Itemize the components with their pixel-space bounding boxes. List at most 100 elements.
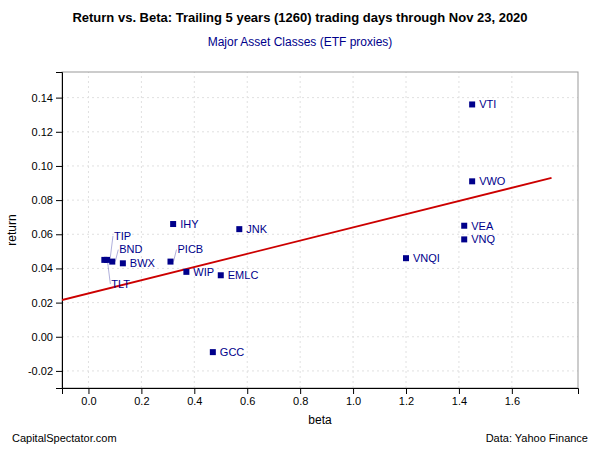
tick: 0.2 — [134, 388, 149, 407]
point-label: GCC — [220, 346, 245, 358]
x-axis-title: beta — [308, 413, 332, 427]
label-leader — [173, 250, 176, 262]
tick-mark — [56, 200, 62, 201]
tick: 0.6 — [240, 388, 255, 407]
tick-label: 0.0 — [81, 395, 96, 407]
point — [170, 221, 176, 227]
tick-label: 0.8 — [293, 395, 308, 407]
point-label: PICB — [177, 243, 203, 255]
point — [167, 259, 173, 265]
regression-line — [62, 178, 552, 300]
tick-mark — [512, 388, 513, 394]
tick: 0.8 — [293, 388, 308, 407]
tick: 0.06 — [32, 228, 62, 240]
tick: 0.04 — [32, 262, 62, 274]
point-label: VNQI — [413, 252, 440, 264]
point-label: WIP — [193, 266, 214, 278]
tick-mark — [247, 388, 248, 394]
tick-label: 0.04 — [32, 262, 53, 274]
tick-mark — [406, 388, 407, 394]
tick-label: 0.10 — [32, 160, 53, 172]
point — [101, 257, 107, 263]
tick: 1.0 — [346, 388, 361, 407]
tick-label: 0.2 — [134, 395, 149, 407]
tick-mark — [353, 388, 354, 394]
tick-label: 1.4 — [452, 395, 467, 407]
tick: 0.0 — [81, 388, 96, 407]
tick: -0.02 — [28, 365, 62, 377]
tick: 0.12 — [32, 126, 62, 138]
grid-line-x — [300, 72, 301, 388]
tick-label: 1.0 — [346, 395, 361, 407]
tick: 0.08 — [32, 194, 62, 206]
grid-line-x — [141, 72, 142, 388]
point-label: TIP — [114, 230, 131, 242]
point-label: VNQ — [471, 233, 495, 245]
point-labels: VTIVWOVEAVNQVNQIJNKIHYEMLCGCCWIPPICBBWXB… — [111, 98, 506, 358]
tick-label: 0.02 — [32, 297, 53, 309]
chart: 0.0 0.2 0.4 0.6 0.8 1.0 1.2 1.4 1.6 -0.02 0.00 0.02… — [0, 0, 600, 450]
subtitle: Major Asset Classes (ETF proxies) — [208, 35, 393, 49]
grid-line-y — [62, 302, 578, 303]
grid-line-y — [62, 200, 578, 201]
point-label: EMLC — [228, 269, 259, 281]
grid-line-x — [406, 72, 407, 388]
point — [120, 260, 126, 266]
grid-line-y — [62, 131, 578, 132]
point — [183, 269, 189, 275]
point-label: VTI — [479, 98, 496, 110]
point — [469, 178, 475, 184]
grid-line-y — [62, 336, 578, 337]
grid-line-x — [511, 72, 512, 388]
tick-mark — [88, 388, 89, 394]
label-leader — [110, 236, 113, 260]
grid — [62, 72, 578, 388]
label-leader — [115, 250, 118, 262]
tick-mark — [56, 337, 62, 338]
grid-line-x — [458, 72, 459, 388]
grid-line-y — [62, 370, 578, 371]
grid-line-y — [62, 97, 578, 98]
tick-label: 0.00 — [32, 331, 53, 343]
tick-mark — [56, 371, 62, 372]
tick: 1.6 — [505, 388, 520, 407]
tick: 0.10 — [32, 160, 62, 172]
point-label: IHY — [180, 218, 199, 230]
grid-line-x — [194, 72, 195, 388]
x-axis: 0.0 0.2 0.4 0.6 0.8 1.0 1.2 1.4 1.6 — [63, 388, 579, 407]
footer: Data: Yahoo Finance — [486, 432, 588, 444]
tick: 0.4 — [187, 388, 202, 407]
y-axis: -0.02 0.00 0.02 0.04 0.06 0.08 0.10 0.12 0.14 — [28, 73, 63, 389]
point-label: TLT — [111, 278, 130, 290]
tick-mark — [56, 303, 62, 304]
plot-frame — [62, 72, 578, 388]
y-axis-title: return — [5, 214, 19, 245]
plot-area — [62, 101, 552, 355]
label-leader — [107, 260, 110, 284]
tick-label: 1.2 — [399, 395, 414, 407]
tick: 0.00 — [32, 331, 62, 343]
point — [461, 236, 467, 242]
point — [236, 226, 242, 232]
tick: 1.4 — [452, 388, 467, 407]
tick-mark — [56, 166, 62, 167]
point — [403, 255, 409, 261]
tick-label: 0.12 — [32, 126, 53, 138]
tick-mark — [56, 234, 62, 235]
tick-label: 0.14 — [32, 92, 53, 104]
point-label: VWO — [479, 175, 506, 187]
tick-label: 0.08 — [32, 194, 53, 206]
point — [469, 101, 475, 107]
axis-line — [56, 73, 63, 389]
title: Return vs. Beta: Trailing 5 years (1260)… — [72, 10, 527, 25]
tick-label: -0.02 — [28, 365, 53, 377]
point-label: BWX — [130, 257, 156, 269]
tick-label: 1.6 — [505, 395, 520, 407]
leaders — [107, 236, 176, 284]
point — [210, 349, 216, 355]
tick: 0.14 — [32, 92, 62, 104]
point-label: JNK — [246, 223, 267, 235]
grid-line-x — [353, 72, 354, 388]
tick: 1.2 — [399, 388, 414, 407]
tick-mark — [56, 268, 62, 269]
